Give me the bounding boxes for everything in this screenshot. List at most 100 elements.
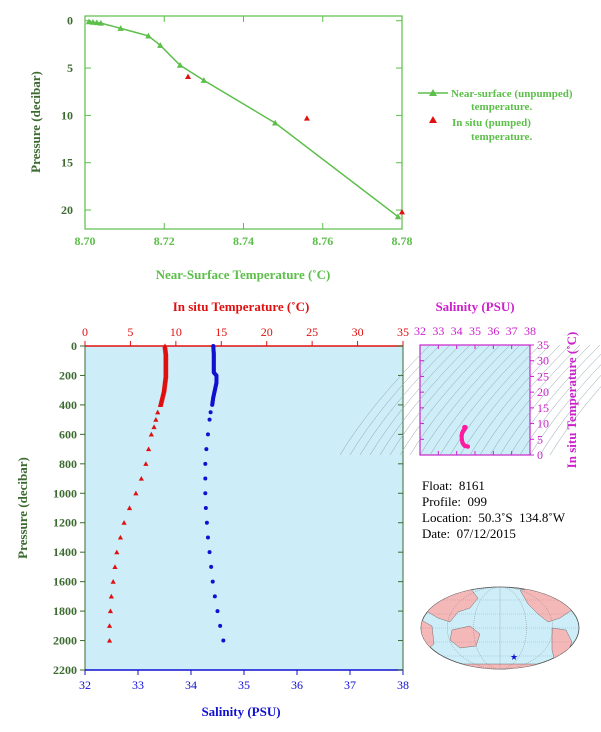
salinity-point <box>209 564 214 569</box>
near-surface-y-tick: 20 <box>61 203 73 217</box>
temperature-point <box>126 505 133 511</box>
salinity-axis-tick: 32 <box>79 678 91 692</box>
salinity-point <box>203 491 208 496</box>
ts-x-tick: 33 <box>432 324 444 338</box>
salinity-axis-tick: 37 <box>344 678 356 692</box>
pumped-point <box>399 208 405 215</box>
ts-x-tick: 34 <box>451 324 463 338</box>
salinity-point <box>203 476 208 481</box>
pumped-point <box>185 73 192 79</box>
temp-axis-tick: 25 <box>306 325 318 339</box>
ts-x-tick: 38 <box>524 324 536 338</box>
ts-x-tick: 35 <box>469 324 481 338</box>
temperature-point <box>133 490 139 496</box>
temperature-point <box>108 593 114 599</box>
pressure-axis-tick: 1800 <box>53 604 77 618</box>
salinity-point <box>218 623 223 628</box>
pressure-axis-tick: 1600 <box>53 575 77 589</box>
near-surface-y-tick: 5 <box>67 61 73 75</box>
legend-unpumped-marker <box>429 89 437 96</box>
near-surface-x-tick: 8.70 <box>75 234 96 248</box>
pressure-axis-tick: 400 <box>59 398 77 412</box>
salinity-point <box>212 594 217 599</box>
ts-y-tick: 10 <box>537 417 549 431</box>
ts-y-tick: 15 <box>537 401 549 415</box>
temperature-point <box>112 564 118 569</box>
near-surface-x-tick: 8.76 <box>312 234 333 248</box>
ts-y-tick: 5 <box>537 432 543 446</box>
ts-y-tick: 20 <box>537 385 549 399</box>
ts-y-tick: 35 <box>537 338 549 352</box>
ts-point <box>465 444 471 449</box>
pressure-axis-tick: 1400 <box>53 545 77 559</box>
ts-x-tick: 36 <box>487 324 499 338</box>
legend-pumped-label: In situ (pumped) temperature. <box>452 117 534 143</box>
temperature-point <box>143 461 149 466</box>
profile-top-xlabel: In situ Temperature (˚C) <box>173 299 310 314</box>
ts-point <box>459 433 464 438</box>
unpumped-point <box>85 18 93 25</box>
temperature-point <box>121 520 127 525</box>
temperature-point <box>107 608 114 614</box>
salinity-axis-tick: 34 <box>185 678 197 692</box>
pressure-axis-tick: 200 <box>59 368 77 382</box>
ts-y-tick: 30 <box>537 354 549 368</box>
near-surface-xlabel: Near-Surface Temperature (˚C) <box>156 267 331 282</box>
temperature-point <box>138 475 144 481</box>
temp-axis-tick: 10 <box>170 325 182 339</box>
temp-axis-tick: 15 <box>215 325 227 339</box>
unpumped-point <box>93 19 101 26</box>
temperature-point <box>114 549 120 555</box>
salinity-point <box>203 461 208 466</box>
ts-x-tick: 37 <box>506 324 518 338</box>
temperature-point <box>110 579 116 584</box>
salinity-point <box>210 402 215 407</box>
salinity-point <box>204 447 209 452</box>
near-surface-legend: Near-surface (unpumped) temperature. In … <box>418 88 575 143</box>
date-line: Date: 07/12/2015 <box>422 526 516 541</box>
salinity-point <box>210 579 215 584</box>
temp-axis-tick: 35 <box>397 325 409 339</box>
salinity-point <box>221 638 226 643</box>
pressure-axis-tick: 0 <box>71 339 77 353</box>
temp-axis-tick: 0 <box>82 325 88 339</box>
salinity-axis-tick: 33 <box>132 678 144 692</box>
near-surface-y-tick: 10 <box>61 108 73 122</box>
temperature-point <box>153 417 159 422</box>
unpumped-point <box>200 77 208 83</box>
temp-axis-tick: 20 <box>261 325 273 339</box>
ts-y-tick: 0 <box>537 448 543 462</box>
near-surface-ylabel: Pressure (decibar) <box>28 71 43 173</box>
map-land-australia <box>449 625 481 649</box>
unpumped-point <box>97 19 105 26</box>
float-info: Float: 8161 Profile: 099 Location: 50.3˚… <box>422 478 565 542</box>
salinity-point <box>215 609 220 614</box>
ts-y-tick: 25 <box>537 369 549 383</box>
near-surface-x-tick: 8.78 <box>392 234 413 248</box>
near-surface-frame <box>84 15 403 230</box>
temperature-point <box>146 446 152 452</box>
unpumped-point <box>272 119 279 126</box>
salinity-point <box>205 432 210 437</box>
pressure-axis-tick: 2200 <box>53 663 77 677</box>
ts-xlabel: Salinity (PSU) <box>435 299 514 314</box>
salinity-axis-tick: 35 <box>238 678 250 692</box>
salinity-point <box>205 535 210 540</box>
legend-unpumped-label: Near-surface (unpumped) temperature. <box>451 88 575 113</box>
near-surface-x-tick: 8.74 <box>233 234 254 248</box>
profile-panel <box>84 345 404 671</box>
unpumped-point <box>145 32 152 39</box>
temperature-point <box>106 623 113 628</box>
legend-pumped-marker <box>429 116 437 123</box>
pressure-axis-tick: 1200 <box>53 516 77 530</box>
float-location-star: ★ <box>510 652 518 662</box>
near-surface-chart: 8.70 8.72 8.74 8.76 8.78 0 5 10 15 20 Near-Surfac… <box>28 14 575 282</box>
near-surface-y-tick: 15 <box>61 156 73 170</box>
pumped-point <box>303 115 310 121</box>
profile-line: Profile: 099 <box>422 494 487 509</box>
temperature-point <box>151 424 157 430</box>
ts-x-tick: 32 <box>414 324 426 338</box>
temperature-point <box>148 431 154 437</box>
pressure-axis-tick: 800 <box>59 457 77 471</box>
